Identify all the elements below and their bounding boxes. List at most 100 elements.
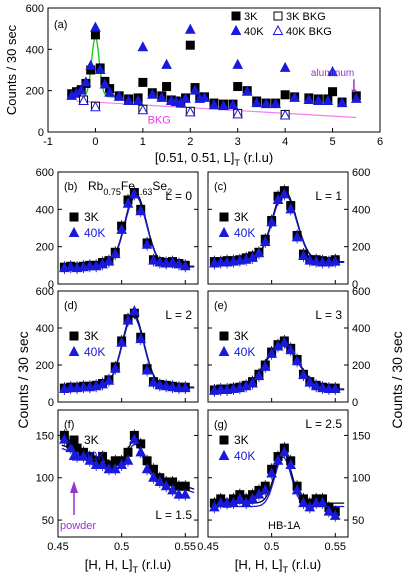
data-point xyxy=(180,92,191,103)
data-point xyxy=(280,90,290,100)
data-point xyxy=(160,380,172,391)
data-point xyxy=(279,446,290,457)
data-point xyxy=(289,91,300,102)
bkg-line xyxy=(76,100,357,119)
axis-label: [0.51, 0.51, L]T (r.l.u) xyxy=(155,150,273,168)
panel-label: (d) xyxy=(64,300,77,312)
data-point xyxy=(90,101,101,112)
x-tick-label: 4 xyxy=(282,136,288,148)
axis-label-unit: (r.l.u) xyxy=(288,557,321,572)
data-point xyxy=(218,100,229,111)
y-tick-label: 100 xyxy=(36,473,54,485)
legend-40k: 40K xyxy=(234,449,255,463)
formula-part: Rb xyxy=(88,179,104,193)
legend-40k: 40K xyxy=(84,226,105,240)
data-point xyxy=(167,484,178,495)
data-point xyxy=(232,108,244,119)
data-point xyxy=(232,58,244,69)
plot-frame xyxy=(207,171,349,285)
data-point xyxy=(184,23,196,34)
data-point xyxy=(221,497,233,508)
data-point xyxy=(279,336,290,347)
data-point xyxy=(147,88,158,99)
legend-3k: 3K xyxy=(84,329,99,343)
panel-e: 0 200 400 600 (e) 3K 40K L = 3 xyxy=(207,286,370,409)
axis-label-unit: (r.l.u) xyxy=(138,557,171,572)
axis-label-main: [H, H, L] xyxy=(85,557,133,572)
l-label: L = 0 xyxy=(165,189,192,203)
y-tick-label: 400 xyxy=(352,323,370,335)
legend-3k: 3K xyxy=(234,329,249,343)
data-point xyxy=(156,91,168,102)
plot-frame xyxy=(207,409,349,538)
legend-marker-40k xyxy=(218,345,230,356)
plot-frame xyxy=(57,409,199,538)
axis-label: [H, H, L]T (r.l.u) xyxy=(85,557,171,575)
data-point xyxy=(317,497,328,508)
l-label: L = 1 xyxy=(315,189,342,203)
data-point xyxy=(65,382,77,393)
legend-40k: 40K xyxy=(84,345,105,359)
data-point xyxy=(80,76,92,87)
data-point xyxy=(135,333,147,344)
panel-label: (b) xyxy=(64,181,77,193)
data-point xyxy=(199,91,210,102)
data-point xyxy=(259,235,271,246)
x-tick-label: 0.45 xyxy=(47,541,68,553)
data-point xyxy=(137,104,149,115)
y-tick-label: 200 xyxy=(36,360,54,372)
right-ylabel: Counts / 30 sec xyxy=(389,331,405,428)
data-point xyxy=(272,454,284,465)
data-point xyxy=(167,256,178,267)
data-point xyxy=(113,90,125,101)
data-point xyxy=(298,249,309,260)
panel-label: (g) xyxy=(214,419,227,431)
y-tick-label: 0 xyxy=(48,279,54,291)
legend-marker-3k xyxy=(69,331,79,341)
data-point xyxy=(161,58,172,69)
data-point xyxy=(85,59,97,70)
data-point xyxy=(103,374,115,385)
y-tick-label: 50 xyxy=(42,515,54,527)
legend-40k: 40K xyxy=(234,226,255,240)
data-point xyxy=(135,446,147,457)
data-point xyxy=(162,82,172,92)
l-label: L = 1.5 xyxy=(155,508,192,522)
bkg-annotation: BKG xyxy=(148,115,171,127)
data-point xyxy=(279,188,290,199)
data-point xyxy=(208,99,220,110)
x-tick-label: 0 xyxy=(92,136,98,148)
data-point xyxy=(336,96,348,108)
y-tick-label: 0 xyxy=(352,397,358,409)
data-point xyxy=(65,442,77,453)
ylabel: Counts / 30 sec xyxy=(4,24,19,115)
formula-part: Se xyxy=(152,179,167,193)
y-tick-label: 600 xyxy=(352,167,370,179)
data-point xyxy=(241,85,253,96)
data-point xyxy=(78,94,89,105)
legend-3k: 3K xyxy=(234,433,249,447)
data-point xyxy=(103,255,115,266)
data-point xyxy=(298,369,309,380)
y-tick-label: 600 xyxy=(26,3,44,15)
y-tick-label: 0 xyxy=(352,279,358,291)
fit-line xyxy=(61,315,195,389)
legend-40k: 40K xyxy=(244,26,264,38)
legend-3k: 3K xyxy=(84,433,99,447)
data-point xyxy=(75,84,87,95)
data-point xyxy=(329,509,341,520)
legend-marker-3k xyxy=(219,212,229,222)
y-tick-label: 600 xyxy=(352,286,370,298)
data-point xyxy=(215,256,227,267)
data-point xyxy=(154,256,166,267)
data-point xyxy=(266,216,277,227)
legend-40k: 40K xyxy=(84,449,105,463)
y-tick-label: 0 xyxy=(38,127,44,139)
data-point xyxy=(129,305,140,316)
data-point xyxy=(160,480,172,491)
panel-d: 0 200 400 600 (d) 3K 40K L = 2 xyxy=(36,286,199,409)
legend-3k: 3K xyxy=(84,210,99,224)
formula-subscript: 1.63 xyxy=(135,187,153,197)
